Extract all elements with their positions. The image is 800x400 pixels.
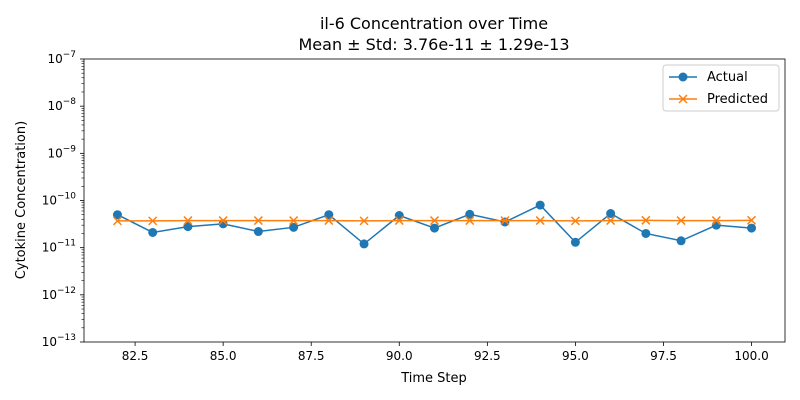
data-point	[570, 216, 580, 226]
x-tick-label: 100.0	[734, 349, 768, 363]
data-point	[183, 216, 193, 226]
y-axis-label: Cytokine Concentration)	[14, 121, 29, 279]
data-point	[430, 223, 439, 233]
data-point	[148, 227, 158, 237]
data-point	[289, 216, 299, 226]
data-point	[359, 239, 369, 249]
series-actual	[112, 200, 757, 249]
x-axis-ticks: 82.5 85.0 87.5 90.0 92.5 95.0 97.5 100.0	[122, 342, 769, 363]
y-tick-label: 10−12	[42, 286, 76, 302]
x-tick-label: 87.5	[298, 349, 325, 363]
data-point	[500, 216, 510, 226]
data-point	[747, 215, 757, 225]
data-point	[359, 216, 369, 226]
x-tick-label: 82.5	[122, 349, 149, 363]
x-tick-label: 95.0	[562, 349, 589, 363]
plot-marks	[112, 200, 757, 249]
y-tick-label: 10−8	[47, 97, 76, 113]
data-point	[641, 215, 651, 225]
y-tick-label: 10−13	[42, 333, 76, 349]
y-axis-ticks: 10−13 10−12 10−11 10−10 10−9 10−8 10−7	[42, 50, 84, 349]
data-point	[606, 216, 616, 226]
data-point	[641, 228, 651, 238]
x-tick-label: 97.5	[650, 349, 677, 363]
data-point	[535, 216, 545, 226]
data-point	[112, 216, 122, 226]
data-point	[606, 209, 616, 219]
data-point	[711, 220, 721, 230]
data-point	[148, 216, 158, 226]
data-point	[218, 216, 228, 226]
data-point	[324, 216, 334, 226]
data-point	[747, 223, 757, 233]
legend-actual-marker	[678, 72, 688, 82]
y-tick-label: 10−11	[42, 239, 76, 255]
data-point	[676, 236, 686, 246]
x-tick-label: 92.5	[474, 349, 501, 363]
chart-subtitle: Mean ± Std: 3.76e-11 ± 1.29e-13	[298, 35, 569, 54]
data-point	[183, 222, 193, 232]
legend: Actual Predicted	[662, 64, 780, 112]
legend-predicted-marker	[678, 94, 688, 104]
y-tick-label: 10−9	[47, 144, 76, 160]
data-point	[394, 211, 404, 221]
plot-frame	[83, 58, 786, 343]
chart-title: il-6 Concentration over Time	[320, 14, 548, 33]
data-point	[112, 210, 122, 220]
x-tick-label: 90.0	[386, 349, 413, 363]
y-tick-label: 10−10	[42, 192, 77, 208]
x-tick-label: 85.0	[210, 349, 237, 363]
data-point	[570, 237, 580, 247]
data-point	[465, 216, 475, 226]
data-point	[218, 219, 228, 229]
data-point	[253, 216, 263, 226]
series-predicted	[112, 215, 757, 226]
data-point	[676, 216, 686, 226]
data-point	[253, 227, 263, 237]
data-point	[465, 209, 475, 219]
data-point	[500, 217, 510, 227]
legend-actual-label: Actual	[707, 70, 748, 85]
data-point	[324, 210, 334, 220]
data-point	[289, 222, 299, 232]
x-axis-label: Time Step	[400, 371, 467, 386]
legend-predicted-label: Predicted	[707, 92, 768, 107]
data-point	[535, 200, 545, 210]
data-point	[711, 216, 721, 226]
y-tick-label: 10−7	[47, 50, 76, 66]
data-point	[429, 216, 440, 226]
data-point	[394, 216, 404, 226]
